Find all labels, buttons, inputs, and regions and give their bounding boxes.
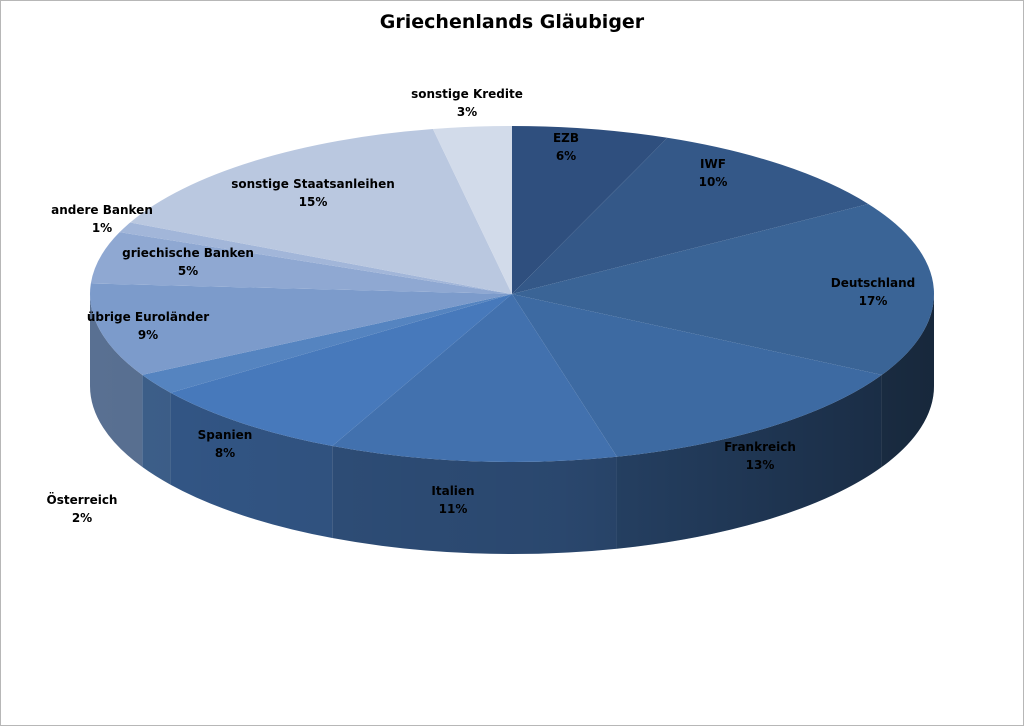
slice-label: sonstige Kredite [411,87,523,101]
slice-label: übrige Euroländer [87,310,209,324]
pie-slice-11 [432,126,512,294]
pie-slice-3 [512,294,882,457]
slice-value-label: 10% [699,175,728,189]
slice-value-label: 5% [178,264,198,278]
pie-slice-10 [130,128,513,294]
slice-label: Frankreich [724,440,796,454]
pie-slice-4 [332,294,617,463]
slice-value-label: 1% [92,221,112,235]
pie-slice-0 [512,126,668,294]
slice-label: Österreich [47,492,118,507]
slice-label: Italien [431,484,474,498]
slice-label: griechische Banken [122,246,254,260]
pie-slice-5 [170,294,512,447]
slice-label: Deutschland [831,276,916,290]
slice-value-label: 17% [859,294,888,308]
pie-side-shading [90,294,934,554]
slice-value-label: 6% [556,149,576,163]
chart-title: Griechenlands Gläubiger [379,11,645,33]
slice-value-label: 8% [215,446,235,460]
pie-slice-2 [512,203,934,375]
pie-slice-7 [90,283,513,375]
slice-value-label: 13% [746,458,775,472]
slice-value-label: 9% [138,328,158,342]
slice-label: IWF [700,157,726,171]
slice-label: sonstige Staatsanleihen [231,177,395,191]
slice-value-label: 15% [299,195,328,209]
slice-value-label: 2% [72,511,92,525]
pie-slice-1 [512,137,869,294]
slice-label: EZB [553,131,579,145]
pie-slice-8 [90,232,513,294]
slice-label: andere Banken [51,203,153,217]
pie-slice-9 [119,222,512,294]
pie-slice-6 [142,294,512,393]
slice-value-label: 11% [439,502,468,516]
slice-value-label: 3% [457,105,477,119]
slice-label: Spanien [198,428,253,442]
